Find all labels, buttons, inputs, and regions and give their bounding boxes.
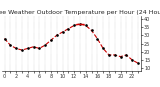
Title: Milwaukee Weather Outdoor Temperature per Hour (24 Hours): Milwaukee Weather Outdoor Temperature pe… <box>0 10 160 15</box>
